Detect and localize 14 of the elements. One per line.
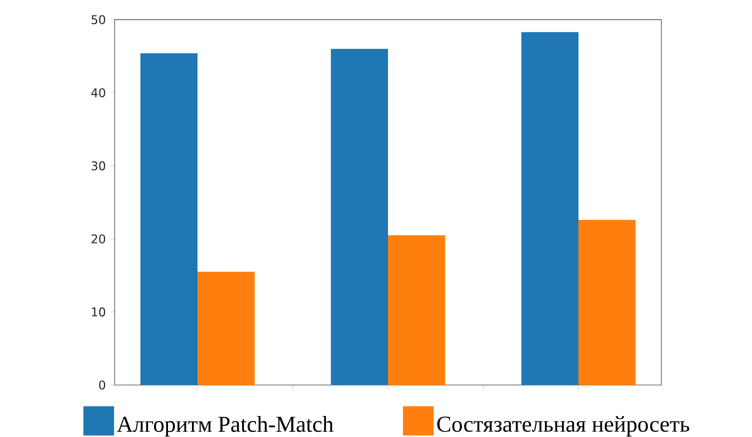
bar	[388, 235, 446, 385]
y-tick-label: 50	[92, 15, 106, 24]
y-tick-label: 30	[92, 161, 106, 170]
y-tick-label: 10	[92, 307, 106, 316]
bar	[330, 48, 388, 385]
bar	[578, 220, 636, 385]
bar	[198, 272, 255, 385]
y-tick-label: 20	[92, 234, 106, 244]
legend-label: Алгоритм Patch-Match	[116, 416, 334, 437]
bar	[140, 53, 198, 385]
y-tick-label: 40	[91, 88, 106, 98]
y-tick-label: 0	[99, 380, 106, 390]
legend-label: Состязательная нейросеть	[437, 416, 690, 436]
bar	[521, 32, 578, 385]
